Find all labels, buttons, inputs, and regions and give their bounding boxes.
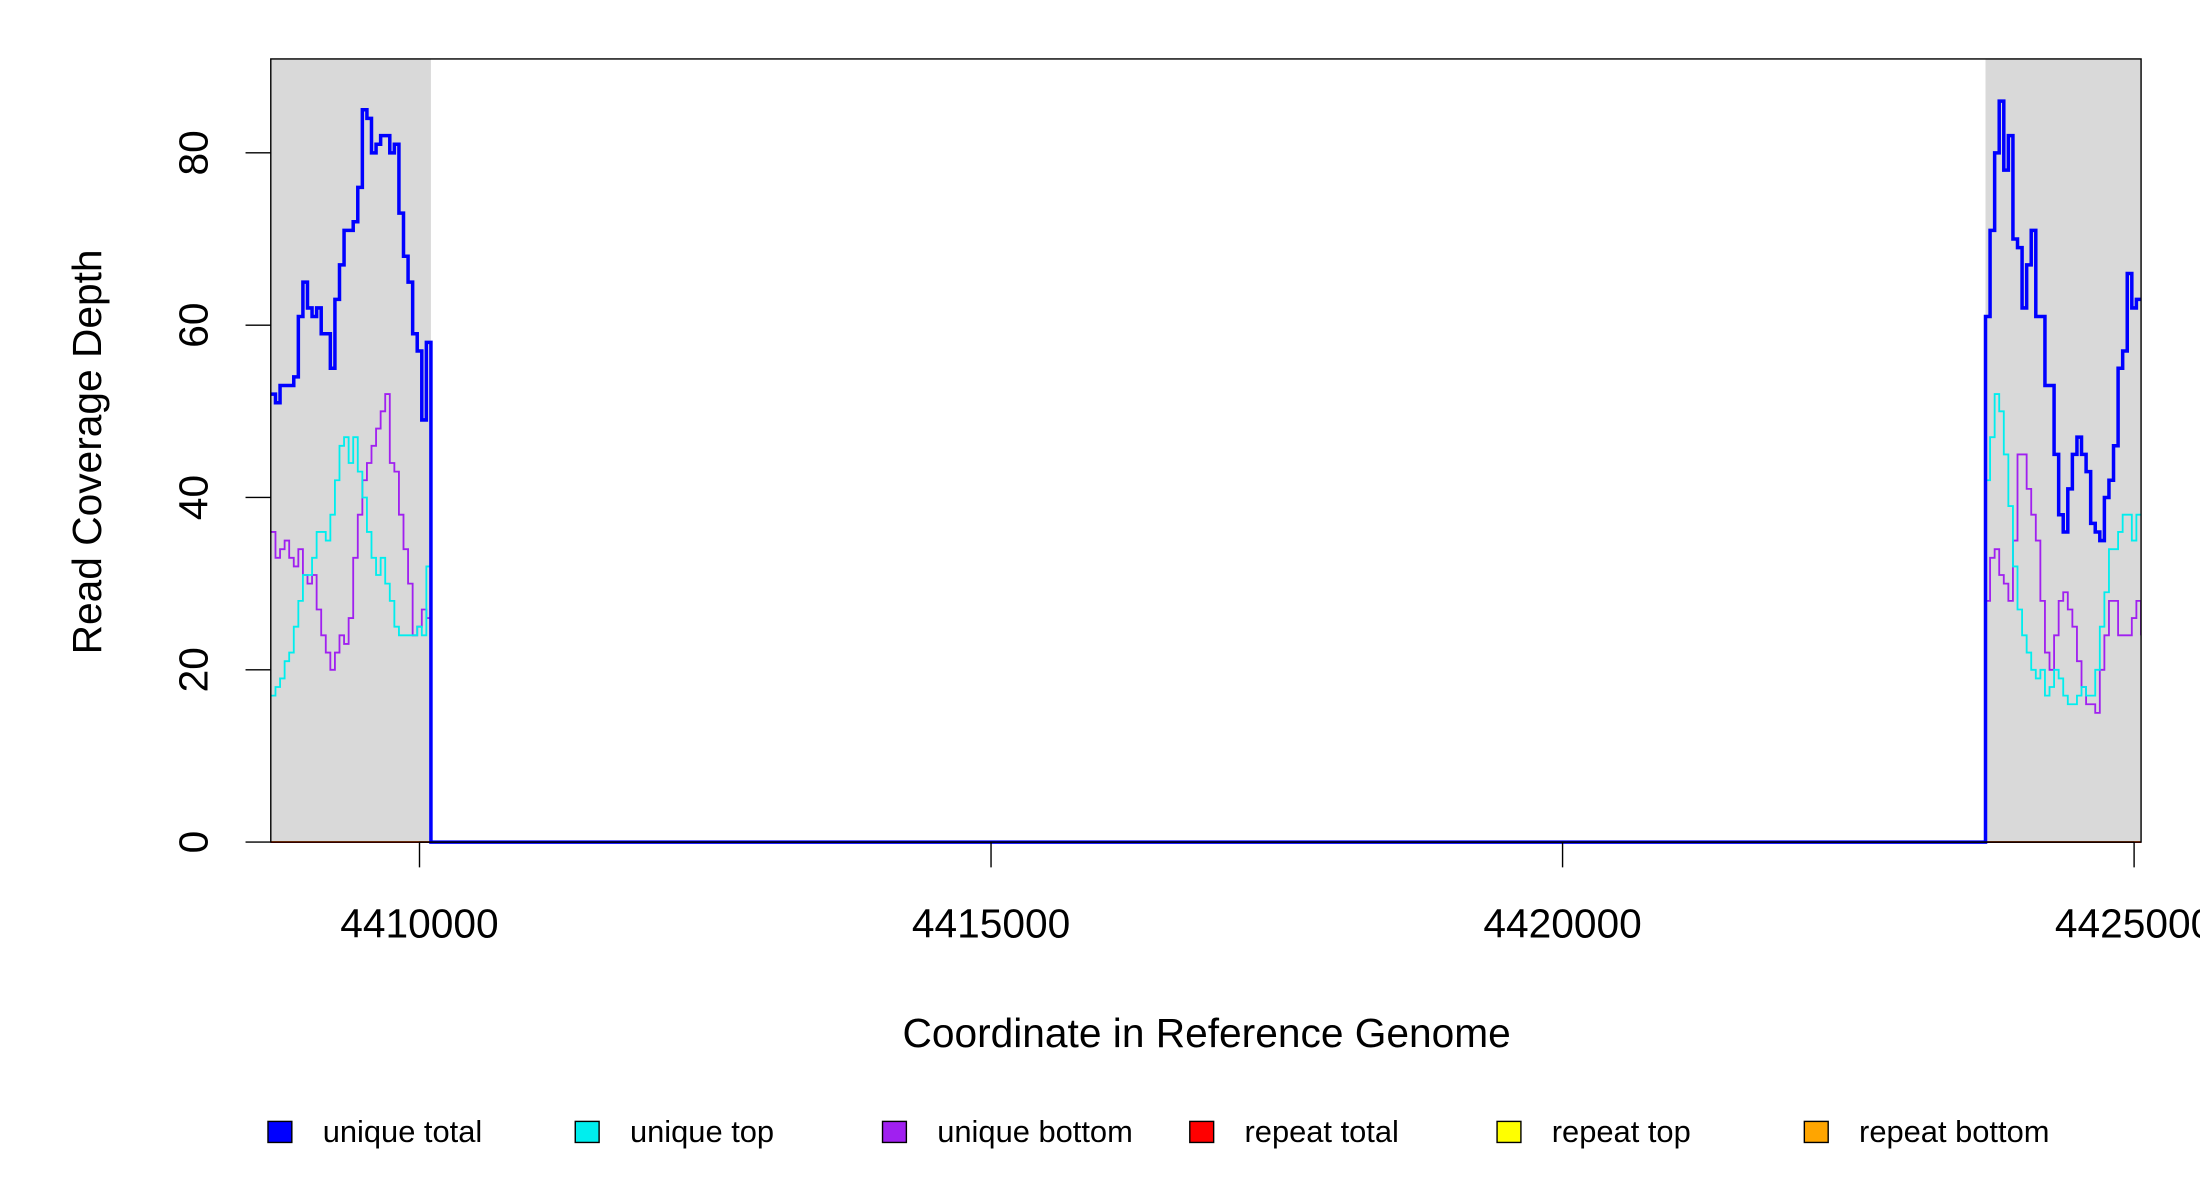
legend-swatch bbox=[1803, 1120, 1829, 1144]
legend-label: repeat top bbox=[1552, 1114, 1691, 1149]
legend-swatch bbox=[1496, 1120, 1522, 1144]
legend-swatch bbox=[1189, 1120, 1215, 1144]
y-tick-label: 80 bbox=[171, 130, 217, 175]
series-line bbox=[270, 99, 2141, 844]
legend-swatch bbox=[574, 1120, 600, 1144]
legend-swatch bbox=[881, 1120, 908, 1144]
series-line bbox=[270, 393, 2141, 844]
y-axis-label: Read Coverage Depth bbox=[64, 249, 110, 654]
y-tick-label: 0 bbox=[171, 831, 217, 854]
legend-label: unique total bbox=[323, 1114, 483, 1149]
legend-swatch bbox=[267, 1120, 293, 1144]
legend-label: repeat total bbox=[1245, 1114, 1399, 1149]
legend-label: unique bottom bbox=[937, 1114, 1133, 1149]
y-tick-label: 40 bbox=[171, 475, 217, 520]
y-tick-label: 20 bbox=[171, 647, 217, 692]
series-group bbox=[270, 99, 2142, 844]
x-tick-label: 4420000 bbox=[1483, 901, 1641, 947]
x-tick-label: 4410000 bbox=[340, 901, 498, 947]
covered-region bbox=[270, 58, 431, 843]
series-line bbox=[270, 393, 2142, 844]
x-tick-label: 4425000 bbox=[2055, 901, 2200, 947]
x-tick-label: 4415000 bbox=[912, 901, 1070, 947]
x-axis-label: Coordinate in Reference Genome bbox=[902, 1010, 1510, 1056]
y-tick-label: 60 bbox=[171, 303, 217, 348]
legend-label: unique top bbox=[630, 1114, 774, 1149]
covered-region bbox=[1985, 58, 2142, 843]
legend-label: repeat bottom bbox=[1859, 1114, 2049, 1149]
plot-frame bbox=[270, 58, 2142, 843]
